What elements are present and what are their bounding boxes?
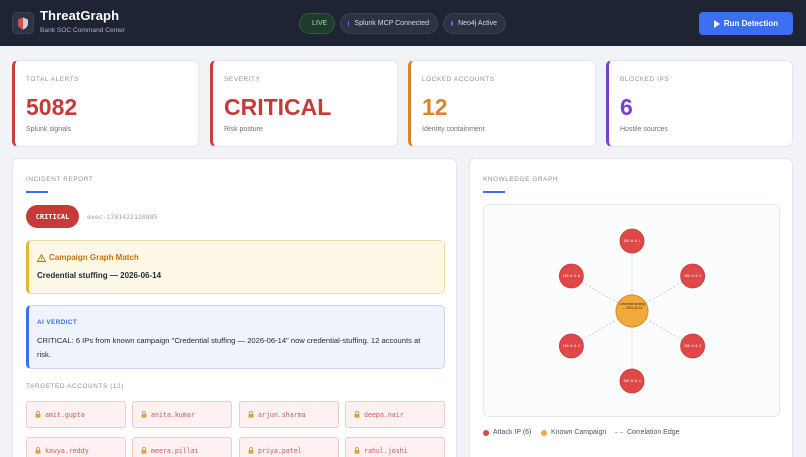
live-status-pill: LIVE [299, 13, 335, 34]
lock-icon [141, 447, 147, 454]
attack-ip-node[interactable] [619, 368, 645, 394]
incident-report-title: INCIDENT REPORT [26, 176, 94, 183]
knowledge-graph-panel: KNOWLEDGE GRAPH Credential stuffing — 20… [469, 158, 793, 457]
warning-icon [37, 253, 46, 262]
attack-ip-label: 185.0.0.6 [563, 274, 580, 278]
stat-card-locked-accounts: LOCKED ACCOUNTS 12 Identity containment [408, 60, 596, 147]
ai-verdict-box: AI VERDICT CRITICAL: 6 IPs from known ca… [26, 305, 445, 369]
section-underline [26, 191, 48, 193]
lock-icon [248, 411, 254, 418]
lock-icon [35, 411, 41, 418]
attack-ip-label: 185.0.0.5 [563, 344, 580, 348]
campaign-dot-icon [541, 429, 547, 436]
stat-label: BLOCKED IPS [620, 76, 670, 83]
attack-ip-node[interactable] [558, 333, 584, 359]
graph-canvas[interactable]: Credential stuffing — 2026-06-14 185.0.0.… [483, 204, 780, 417]
account-chip[interactable]: priya.patel [239, 437, 339, 457]
account-name: amit.gupta [45, 410, 85, 419]
account-chip[interactable]: rahul.joshi [345, 437, 445, 457]
severity-badge: CRITICAL [26, 205, 79, 228]
stat-value: 12 [422, 94, 448, 120]
run-detection-label: Run Detection [723, 19, 779, 28]
graph-svg: Credential stuffing — 2026-06-14 185.0.0.… [558, 228, 706, 394]
account-name: anita.kumar [151, 410, 195, 419]
legend-edge-label: Correlation Edge [627, 429, 680, 436]
account-chip[interactable]: meera.pillai [132, 437, 232, 457]
lock-icon [35, 447, 41, 454]
attack-ip-node[interactable] [680, 263, 706, 289]
stat-label: TOTAL ALERTS [26, 76, 80, 83]
app-subtitle: Bank SOC Command Center [40, 27, 126, 34]
attack-ip-label: 185.0.0.1 [623, 239, 640, 243]
stat-sub: Hostile sources [620, 126, 668, 133]
neo4j-dot-icon [451, 21, 454, 26]
account-name: arjun.sharma [258, 410, 306, 419]
splunk-status-pill: Splunk MCP Connected [340, 13, 438, 34]
stat-value: 5082 [26, 94, 78, 120]
neo4j-status-pill: Neo4j Active [443, 13, 506, 34]
account-chip[interactable]: arjun.sharma [239, 401, 339, 428]
stat-value: CRITICAL [224, 94, 332, 120]
stat-label: LOCKED ACCOUNTS [422, 76, 495, 83]
stat-sub: Risk posture [224, 126, 263, 133]
stat-sub: Splunk signals [26, 126, 72, 133]
account-name: meera.pillai [151, 446, 199, 455]
attack-ip-dot-icon [483, 429, 489, 436]
live-label: LIVE [312, 20, 328, 27]
legend-correlation-edge: Correlation Edge [615, 429, 680, 436]
account-chip[interactable]: kavya.reddy [26, 437, 126, 457]
lock-icon [354, 411, 360, 418]
account-name: rahul.joshi [364, 446, 408, 455]
campaign-match-box: Campaign Graph Match Credential stuffing… [26, 240, 445, 294]
targeted-accounts-title: TARGETED ACCOUNTS (12) [26, 383, 124, 390]
account-chip[interactable]: amit.gupta [26, 401, 126, 428]
top-bar: ThreatGraph Bank SOC Command Center LIVE… [0, 0, 806, 46]
neo4j-status-label: Neo4j Active [458, 20, 497, 27]
stat-card-total-alerts: TOTAL ALERTS 5082 Splunk signals [12, 60, 199, 147]
splunk-status-label: Splunk MCP Connected [354, 20, 429, 27]
play-icon [713, 19, 720, 28]
campaign-node[interactable] [615, 294, 649, 328]
account-chip[interactable]: deepa.nair [345, 401, 445, 428]
legend-attack-ip-label: Attack IP (6) [493, 429, 532, 436]
section-underline [483, 191, 505, 193]
account-name: deepa.nair [364, 410, 404, 419]
campaign-match-heading: Campaign Graph Match [37, 253, 139, 262]
lock-icon [141, 411, 147, 418]
account-chip[interactable]: anita.kumar [132, 401, 232, 428]
stat-card-severity: SEVERITY CRITICAL Risk posture [210, 60, 398, 147]
attack-ip-node[interactable] [558, 263, 584, 289]
campaign-node-label-box: Credential stuffing — 2026-06-14 [619, 303, 645, 310]
lock-icon [354, 447, 360, 454]
splunk-dot-icon [348, 21, 350, 26]
account-name: kavya.reddy [45, 446, 89, 455]
stat-value: 6 [620, 94, 633, 120]
lock-icon [248, 447, 254, 454]
stat-label: SEVERITY [224, 76, 261, 83]
run-detection-button[interactable]: Run Detection [699, 12, 793, 35]
knowledge-graph-title: KNOWLEDGE GRAPH [483, 176, 559, 183]
attack-ip-label: 185.0.0.3 [684, 344, 701, 348]
campaign-node-label: Credential stuffing — 2026-06-14 [619, 303, 645, 310]
campaign-match-title: Campaign Graph Match [49, 253, 139, 262]
ai-verdict-text: CRITICAL: 6 IPs from known campaign "Cre… [37, 336, 421, 359]
attack-ip-label: 185.0.0.2 [684, 274, 701, 278]
incident-report-panel: INCIDENT REPORT CRITICAL exec-1781422120… [12, 158, 457, 457]
legend-known-campaign: Known Campaign [541, 429, 606, 436]
campaign-name: Credential stuffing — 2026-06-14 [37, 271, 162, 280]
attack-ip-node[interactable] [619, 228, 645, 254]
shield-logo-icon [12, 12, 34, 34]
dashed-line-icon [615, 432, 623, 433]
legend-attack-ip: Attack IP (6) [483, 429, 531, 436]
attack-ip-node[interactable] [680, 333, 706, 359]
execution-id: exec-1781422120885 [87, 213, 158, 221]
legend-campaign-label: Known Campaign [551, 429, 607, 436]
app-title: ThreatGraph [40, 8, 120, 23]
attack-ip-label: 185.0.0.4 [623, 379, 640, 383]
stat-card-blocked-ips: BLOCKED IPS 6 Hostile sources [606, 60, 793, 147]
ai-verdict-title: AI VERDICT [37, 319, 78, 326]
account-name: priya.patel [258, 446, 302, 455]
stat-sub: Identity containment [422, 126, 485, 133]
